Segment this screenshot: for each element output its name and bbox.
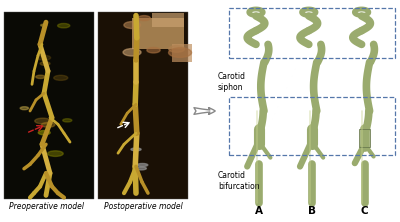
Ellipse shape <box>37 55 51 60</box>
Ellipse shape <box>124 22 141 29</box>
Ellipse shape <box>42 122 55 127</box>
Bar <box>359 129 370 147</box>
Ellipse shape <box>63 119 72 122</box>
Ellipse shape <box>136 167 146 170</box>
Ellipse shape <box>38 131 50 135</box>
Ellipse shape <box>36 75 45 79</box>
Bar <box>132 18 184 49</box>
Text: Carotid
siphon: Carotid siphon <box>218 72 246 92</box>
Ellipse shape <box>123 49 141 56</box>
Bar <box>4 12 94 199</box>
Text: Postoperative model: Postoperative model <box>104 202 182 210</box>
Ellipse shape <box>147 48 160 53</box>
Text: A: A <box>255 206 263 216</box>
Text: C: C <box>361 206 369 216</box>
Ellipse shape <box>20 107 29 110</box>
Ellipse shape <box>168 48 192 57</box>
Ellipse shape <box>48 151 63 157</box>
Ellipse shape <box>40 62 50 65</box>
Bar <box>152 13 184 27</box>
Bar <box>229 8 395 58</box>
Bar <box>98 12 188 199</box>
Ellipse shape <box>35 118 50 124</box>
Ellipse shape <box>169 46 184 52</box>
Ellipse shape <box>41 24 47 26</box>
Ellipse shape <box>58 24 70 28</box>
Text: B: B <box>308 206 316 216</box>
Bar <box>172 44 192 62</box>
Bar <box>229 97 395 155</box>
Ellipse shape <box>137 163 148 166</box>
Text: Preoperative model: Preoperative model <box>9 202 84 210</box>
Ellipse shape <box>131 148 141 151</box>
Text: Carotid
bifurcation: Carotid bifurcation <box>218 171 260 191</box>
Ellipse shape <box>54 75 68 80</box>
Ellipse shape <box>138 16 150 21</box>
